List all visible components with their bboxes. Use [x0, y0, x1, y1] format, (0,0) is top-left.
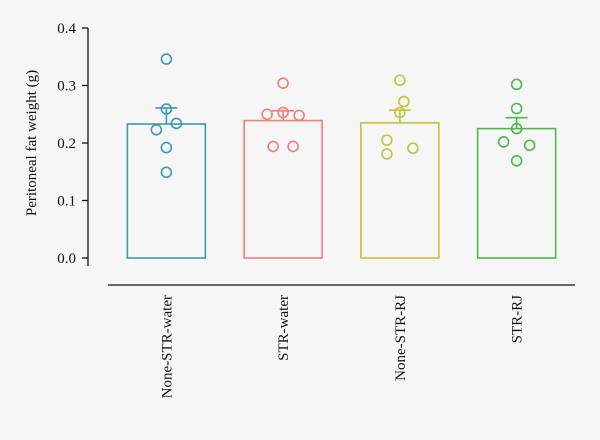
bar: [476, 127, 557, 259]
data-point: [510, 78, 523, 91]
data-point: [407, 142, 419, 154]
y-axis-title: Peritoneal fat weight (g): [24, 70, 40, 216]
data-points: [150, 53, 536, 179]
x-tick-label: None-STR-water: [159, 295, 175, 398]
bars: [126, 119, 557, 259]
data-point: [293, 109, 305, 122]
axes: [87, 28, 575, 286]
y-tick-label: 0.4: [57, 21, 76, 37]
y-ticks: 0.0 0.1 0.2 0.3 0.4: [57, 21, 88, 267]
data-point: [287, 140, 299, 153]
bar: [360, 122, 440, 259]
data-point: [497, 136, 510, 148]
data-point: [277, 106, 289, 119]
data-point: [160, 103, 173, 115]
data-point: [160, 166, 173, 179]
x-tick-label: None-STR-RJ: [393, 295, 409, 381]
data-point: [170, 117, 183, 130]
bar: [243, 119, 323, 259]
x-tick-label: STR-water: [276, 295, 292, 361]
data-point: [510, 102, 523, 115]
data-point: [381, 148, 393, 160]
bar: [126, 123, 207, 259]
data-point: [394, 106, 406, 119]
data-point: [510, 155, 523, 167]
data-point: [381, 134, 393, 146]
x-tick-label: STR-RJ: [510, 295, 526, 344]
data-point: [510, 122, 523, 135]
y-tick-label: 0.1: [57, 194, 76, 210]
y-tick-label: 0.3: [57, 79, 76, 95]
data-point: [267, 140, 279, 153]
y-tick-label: 0.2: [57, 136, 76, 152]
data-point: [523, 139, 536, 152]
data-point: [160, 53, 173, 65]
x-tick-labels: None-STR-water STR-water None-STR-RJ STR-RJ: [159, 295, 525, 398]
data-point: [398, 95, 410, 108]
y-tick-label: 0.0: [57, 251, 76, 267]
data-point: [394, 74, 406, 87]
data-point: [150, 123, 163, 136]
data-point: [160, 141, 173, 154]
data-point: [277, 77, 289, 89]
data-point: [261, 108, 273, 121]
error-bars: [155, 107, 528, 129]
